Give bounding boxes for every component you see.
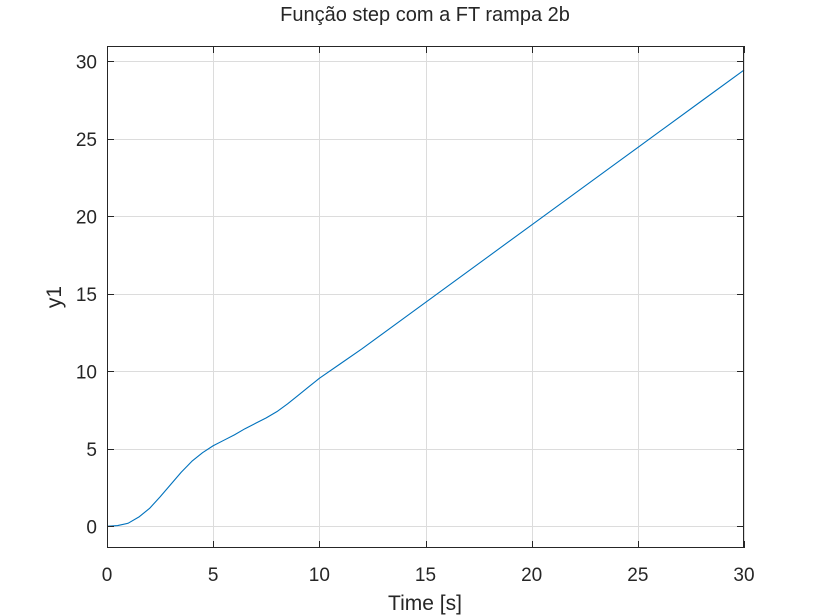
x-axis-label: Time [s] (388, 592, 462, 615)
x-tick-label: 0 (102, 565, 113, 586)
y-tick-label: 0 (86, 517, 97, 538)
x-tick-label: 20 (521, 565, 542, 586)
chart-title: Função step com a FT rampa 2b (280, 4, 570, 26)
x-tick-label: 30 (733, 565, 754, 586)
series-layer (106, 69, 745, 527)
x-tick-label: 15 (415, 565, 436, 586)
y-tick-label: 15 (76, 285, 97, 306)
y-tick-label: 30 (76, 52, 97, 73)
y-axis-label: y1 (43, 286, 66, 308)
plot-area (107, 46, 744, 548)
y-tick-label: 20 (76, 207, 97, 228)
y-tick-label: 25 (76, 130, 97, 151)
plot-frame (107, 46, 744, 548)
x-tick-label: 25 (627, 565, 648, 586)
ticks: 0 5 10 15 20 25 30 0 5 10 15 20 25 30 (76, 46, 755, 586)
y-tick-label: 5 (86, 440, 97, 461)
x-tick-label: 10 (309, 565, 330, 586)
x-tick-label: 5 (208, 565, 219, 586)
series-line (106, 69, 745, 527)
y-tick-label: 10 (76, 362, 97, 383)
grid (107, 46, 745, 548)
